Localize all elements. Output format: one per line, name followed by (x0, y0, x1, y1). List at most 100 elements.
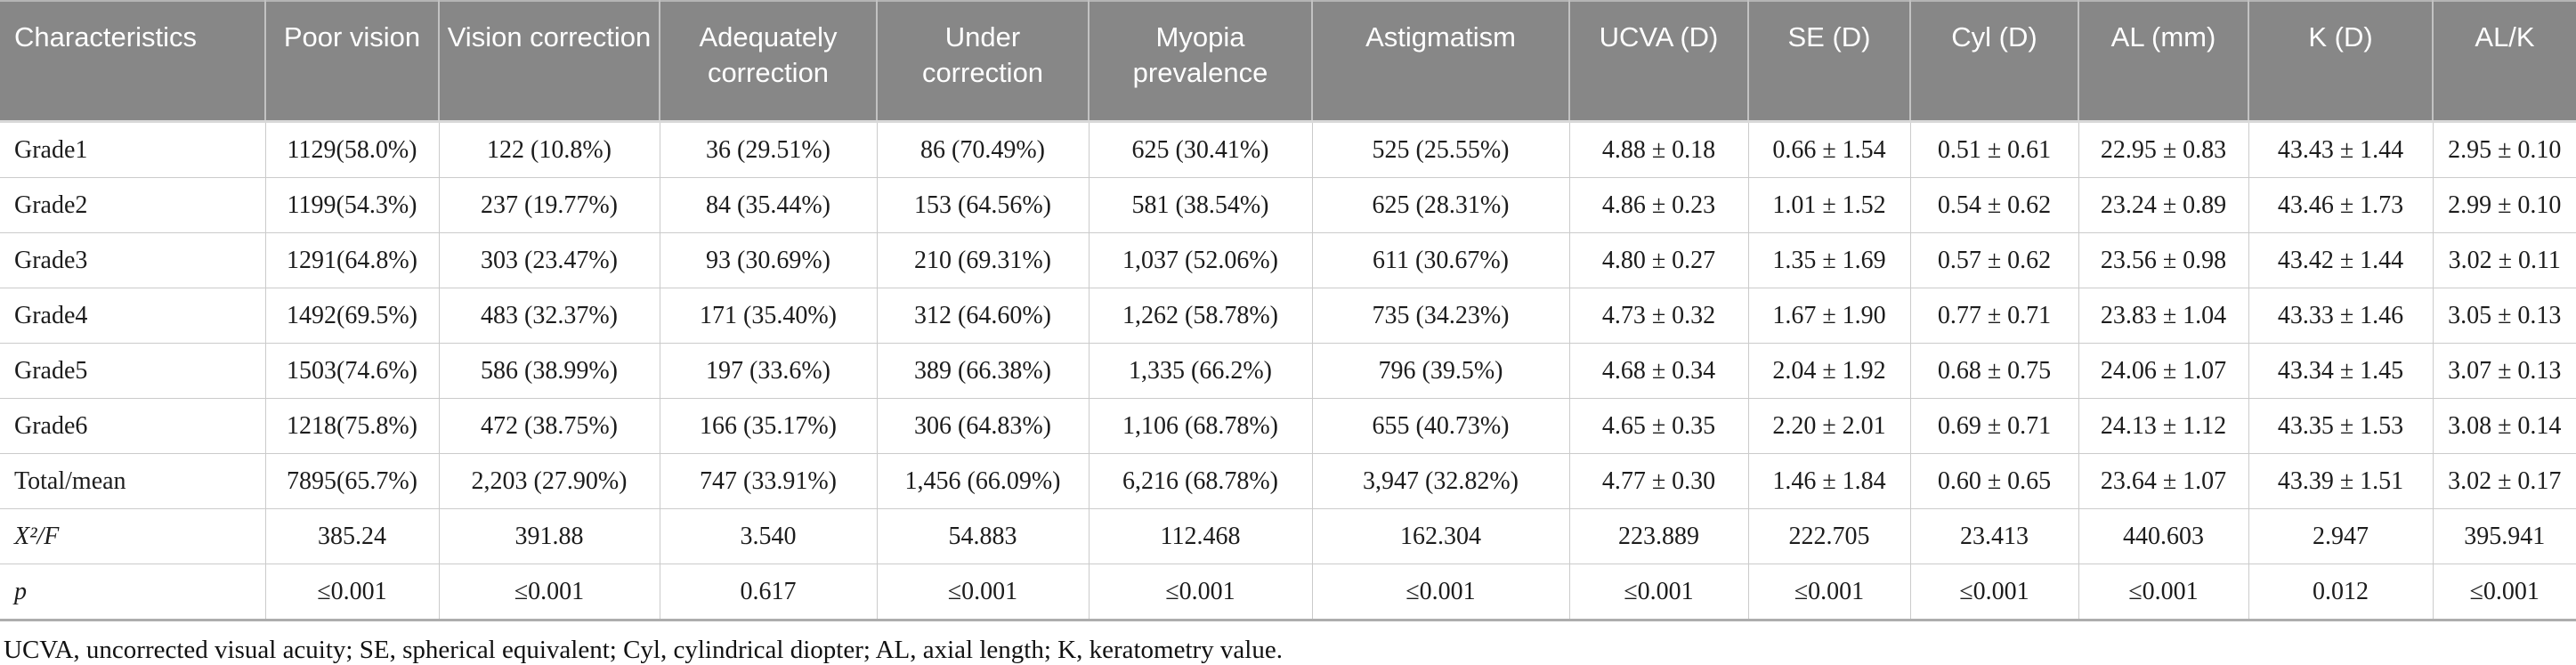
table-row: X²/F 385.24 391.88 3.540 54.883 112.468 162.30… (0, 508, 2576, 564)
table-cell: 93 (30.69%) (660, 232, 878, 288)
column-header-3: Adequately correction (660, 0, 878, 123)
column-header-12: AL/K (2433, 0, 2576, 123)
table-cell: 1.01 ± 1.52 (1748, 177, 1911, 233)
header-row: Characteristics Poor vision Vision correct… (0, 0, 2576, 123)
column-header-8: SE (D) (1748, 0, 1911, 123)
row-label: Grade1 (0, 121, 266, 178)
column-header-2: Vision correction (439, 0, 660, 123)
table-cell: 0.57 ± 0.62 (1910, 232, 2079, 288)
column-header-6: Astigmatism (1312, 0, 1570, 123)
table-cell: 586 (38.99%) (439, 343, 660, 399)
table-cell: 4.65 ± 0.35 (1569, 398, 1749, 454)
table-cell: 3.02 ± 0.11 (2433, 232, 2576, 288)
table-cell: 43.42 ± 1.44 (2248, 232, 2434, 288)
column-header-7: UCVA (D) (1569, 0, 1749, 123)
table-cell: ≤0.001 (1748, 564, 1911, 621)
table-cell: 24.13 ± 1.12 (2078, 398, 2249, 454)
table-cell: 171 (35.40%) (660, 288, 878, 344)
table-cell: 581 (38.54%) (1089, 177, 1313, 233)
table-cell: 611 (30.67%) (1312, 232, 1570, 288)
table-cell: 0.69 ± 0.71 (1910, 398, 2079, 454)
table-cell: 1,262 (58.78%) (1089, 288, 1313, 344)
table-cell: 796 (39.5%) (1312, 343, 1570, 399)
table-row: Grade6 1218(75.8%) 472 (38.75%) 166 (35.17%… (0, 398, 2576, 454)
table-cell: 4.68 ± 0.34 (1569, 343, 1749, 399)
table-cell: 0.66 ± 1.54 (1748, 121, 1911, 178)
column-header-10: AL (mm) (2078, 0, 2249, 123)
table-cell: 4.80 ± 0.27 (1569, 232, 1749, 288)
table-cell: 1,037 (52.06%) (1089, 232, 1313, 288)
table-cell: 23.24 ± 0.89 (2078, 177, 2249, 233)
table-cell: 4.86 ± 0.23 (1569, 177, 1749, 233)
table-cell: 23.413 (1910, 508, 2079, 564)
table-cell: 43.43 ± 1.44 (2248, 121, 2434, 178)
table-cell: 2.947 (2248, 508, 2434, 564)
table-cell: 122 (10.8%) (439, 121, 660, 178)
table-cell: 223.889 (1569, 508, 1749, 564)
table-cell: 1218(75.8%) (265, 398, 440, 454)
row-label: Grade5 (0, 343, 266, 399)
table-body: Grade1 1129(58.0%) 122 (10.8%) 36 (29.51%) 8… (0, 121, 2576, 621)
table-cell: 43.46 ± 1.73 (2248, 177, 2434, 233)
table-cell: 391.88 (439, 508, 660, 564)
table-cell: 7895(65.7%) (265, 453, 440, 509)
table-cell: 3.02 ± 0.17 (2433, 453, 2576, 509)
table-cell: 625 (28.31%) (1312, 177, 1570, 233)
table-cell: 43.35 ± 1.53 (2248, 398, 2434, 454)
row-label: Grade2 (0, 177, 266, 233)
table-footnote: UCVA, uncorrected visual acuity; SE, sph… (4, 636, 1283, 664)
table-cell: ≤0.001 (1089, 564, 1313, 621)
table-cell: 0.54 ± 0.62 (1910, 177, 2079, 233)
table-cell: 43.34 ± 1.45 (2248, 343, 2434, 399)
table-cell: 472 (38.75%) (439, 398, 660, 454)
column-header-0: Characteristics (0, 0, 266, 123)
table-cell: 162.304 (1312, 508, 1570, 564)
table-cell: 6,216 (68.78%) (1089, 453, 1313, 509)
table-cell: 4.73 ± 0.32 (1569, 288, 1749, 344)
table-cell: 1503(74.6%) (265, 343, 440, 399)
table-cell: 43.39 ± 1.51 (2248, 453, 2434, 509)
table-cell: 86 (70.49%) (877, 121, 1090, 178)
table-cell: 3,947 (32.82%) (1312, 453, 1570, 509)
table-cell: 440.603 (2078, 508, 2249, 564)
table-row: Grade5 1503(74.6%) 586 (38.99%) 197 (33.6%)… (0, 343, 2576, 399)
table-cell: 0.617 (660, 564, 878, 621)
table-cell: 0.51 ± 0.61 (1910, 121, 2079, 178)
table-cell: 747 (33.91%) (660, 453, 878, 509)
row-label: Grade4 (0, 288, 266, 344)
table-cell: 3.08 ± 0.14 (2433, 398, 2576, 454)
table-cell: 2.04 ± 1.92 (1748, 343, 1911, 399)
table-cell: 54.883 (877, 508, 1090, 564)
statistics-table: Characteristics Poor vision Vision correct… (0, 0, 2576, 621)
table-cell: 525 (25.55%) (1312, 121, 1570, 178)
table-cell: 23.83 ± 1.04 (2078, 288, 2249, 344)
table-cell: 1,456 (66.09%) (877, 453, 1090, 509)
table-cell: 1291(64.8%) (265, 232, 440, 288)
table-cell: 735 (34.23%) (1312, 288, 1570, 344)
row-label: Grade3 (0, 232, 266, 288)
column-header-9: Cyl (D) (1910, 0, 2079, 123)
table-cell: 24.06 ± 1.07 (2078, 343, 2249, 399)
table-cell: ≤0.001 (2078, 564, 2249, 621)
table-cell: 1199(54.3%) (265, 177, 440, 233)
table-row: Grade1 1129(58.0%) 122 (10.8%) 36 (29.51%) 8… (0, 121, 2576, 178)
table-cell: 395.941 (2433, 508, 2576, 564)
table-cell: 2,203 (27.90%) (439, 453, 660, 509)
table-row: Grade3 1291(64.8%) 303 (23.47%) 93 (30.69%)… (0, 232, 2576, 288)
table-cell: 210 (69.31%) (877, 232, 1090, 288)
table-cell: 385.24 (265, 508, 440, 564)
table-cell: 303 (23.47%) (439, 232, 660, 288)
table-cell: ≤0.001 (1569, 564, 1749, 621)
table-cell: 655 (40.73%) (1312, 398, 1570, 454)
table-cell: 197 (33.6%) (660, 343, 878, 399)
table-cell: 1492(69.5%) (265, 288, 440, 344)
table-cell: 23.56 ± 0.98 (2078, 232, 2249, 288)
table-cell: 3.540 (660, 508, 878, 564)
table-cell: 306 (64.83%) (877, 398, 1090, 454)
table-cell: 43.33 ± 1.46 (2248, 288, 2434, 344)
row-label: p (0, 564, 266, 621)
table-header: Characteristics Poor vision Vision correct… (0, 0, 2576, 123)
table-cell: 112.468 (1089, 508, 1313, 564)
table-cell: 2.99 ± 0.10 (2433, 177, 2576, 233)
row-label: Total/mean (0, 453, 266, 509)
